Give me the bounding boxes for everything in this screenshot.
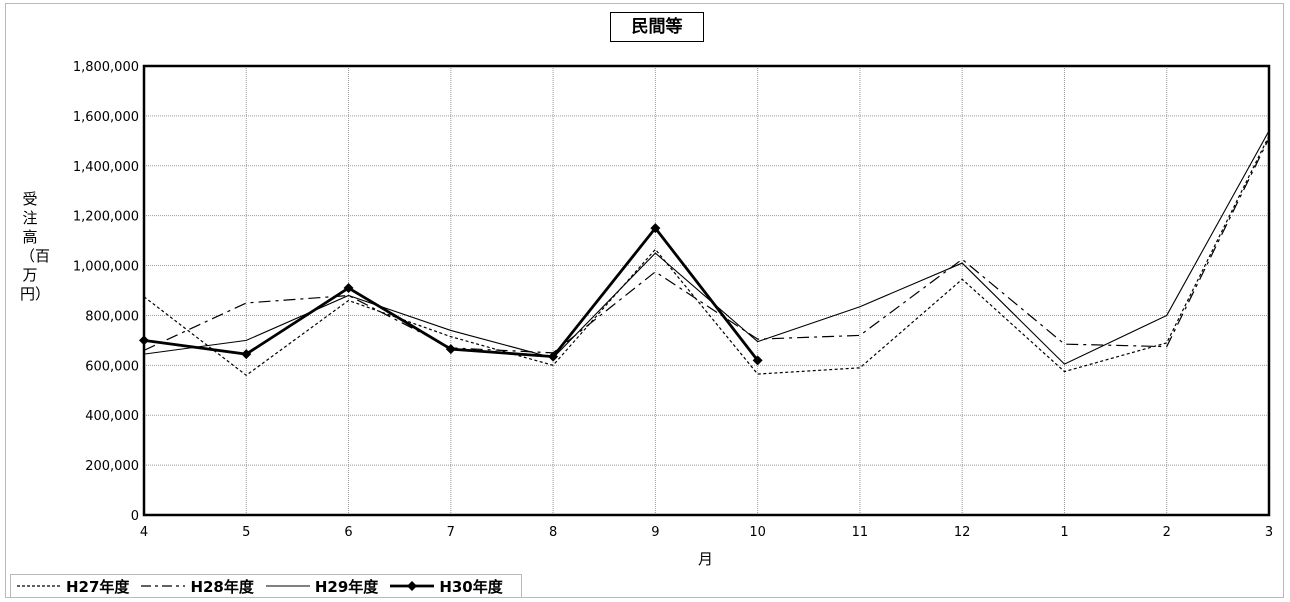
x-tick-label: 1 (1060, 525, 1068, 540)
y-tick-label: 800,000 (85, 309, 139, 324)
series-line-H28年度 (143, 138, 1270, 354)
legend-item: H30年度 (388, 576, 503, 597)
y-tick-label: 600,000 (85, 359, 139, 374)
y-tick-labels: 0 200,000 400,000 600,000 800,000 1,000,000 1,… (73, 60, 139, 524)
plot-area-border (142, 64, 1271, 517)
series-marker-H30年度 (650, 223, 661, 234)
legend-line-icon (17, 585, 61, 587)
series-marker-H30年度 (343, 283, 354, 294)
legend-item: H29年度 (264, 576, 378, 597)
series-marker-H30年度 (241, 349, 252, 360)
series-marker-H30年度 (445, 344, 456, 355)
series-line-H27年度 (143, 135, 1270, 377)
legend-label: H30年度 (439, 577, 503, 596)
y-tick-label: 1,800,000 (73, 60, 139, 75)
x-tick-label: 9 (651, 525, 659, 540)
x-tick-label: 11 (852, 525, 869, 540)
y-tick-label: 0 (131, 509, 139, 524)
grid-lines (143, 65, 1270, 516)
y-tick-label: 1,200,000 (73, 210, 139, 225)
y-tick-label: 1,400,000 (73, 160, 139, 175)
x-tick-labels: 4 5 6 7 8 9 10 11 12 1 2 3 (140, 525, 1273, 540)
x-tick-label: 8 (549, 525, 557, 540)
y-tick-label: 400,000 (85, 409, 139, 424)
x-tick-label: 12 (954, 525, 971, 540)
legend: H27年度 H28年度 H29年度 H30年度 (10, 574, 522, 598)
y-tick-label: 1,600,000 (73, 110, 139, 125)
series-marker-H30年度 (752, 355, 763, 366)
legend-item: H28年度 (139, 576, 254, 597)
legend-line-icon (390, 581, 435, 591)
y-axis-label: 受注高（百万円） (20, 190, 51, 303)
series-line-H29年度 (143, 130, 1270, 365)
x-axis-label: 月 (698, 550, 714, 568)
x-tick-label: 3 (1265, 525, 1273, 540)
legend-label: H27年度 (66, 577, 130, 596)
chart-title: 民間等 (610, 12, 704, 42)
x-tick-label: 10 (749, 525, 766, 540)
legend-line-icon (265, 585, 310, 587)
x-tick-label: 7 (447, 525, 455, 540)
y-tick-label: 200,000 (85, 459, 139, 474)
series-lines (139, 130, 1270, 377)
x-tick-label: 5 (242, 525, 250, 540)
x-tick-label: 6 (344, 525, 352, 540)
legend-item: H27年度 (15, 576, 129, 597)
x-tick-label: 2 (1163, 525, 1171, 540)
legend-label: H29年度 (314, 577, 379, 596)
series-marker-H30年度 (548, 351, 559, 362)
legend-label: H28年度 (190, 577, 254, 596)
x-tick-label: 4 (140, 525, 148, 540)
y-tick-label: 1,000,000 (73, 260, 139, 275)
chart-frame (5, 3, 1284, 598)
legend-line-icon (141, 585, 186, 587)
